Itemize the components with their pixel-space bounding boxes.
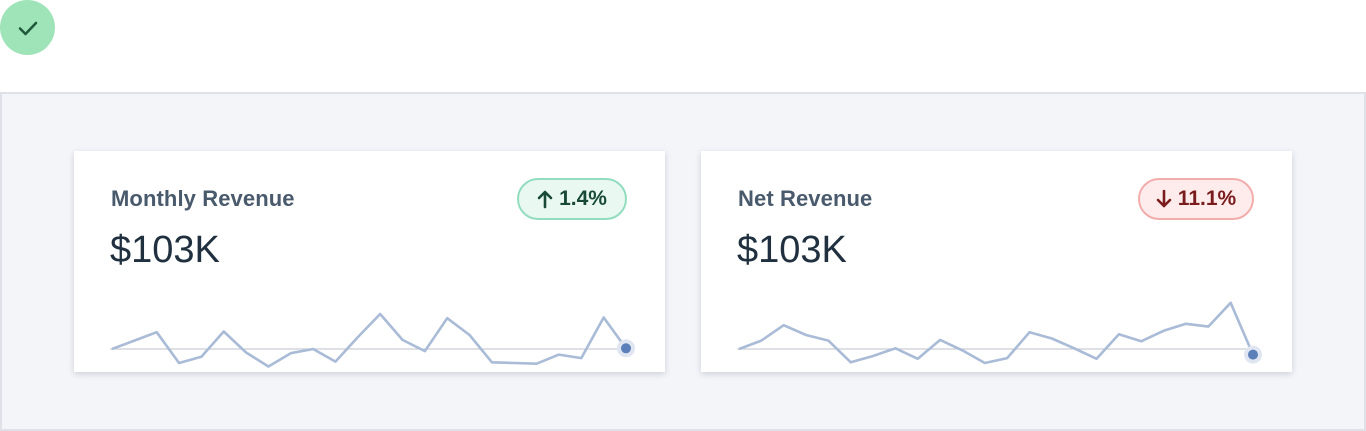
sparkline-series [111,312,628,368]
sparkline-chart [110,312,635,368]
net-revenue-card: Net Revenue $103K 11.1% [701,151,1292,372]
delta-badge: 11.1% [1138,178,1254,220]
delta-text: 11.1% [1177,187,1237,210]
card-title: Net Revenue [738,186,873,211]
delta-badge: 1.4% [517,178,627,220]
arrow-down-icon [1156,189,1172,208]
delta-text: 1.4% [559,187,607,210]
checkmark-icon [18,21,37,35]
last-point-marker [621,343,631,354]
sparkline-series [738,301,1255,365]
monthly-revenue-card: Monthly Revenue $103K 1.4% [74,151,665,372]
card-value: $103K [110,229,220,271]
sparkline-chart [737,301,1262,365]
card-title: Monthly Revenue [111,186,295,211]
last-point-marker [1248,349,1258,360]
card-value: $103K [737,229,847,271]
success-status-indicator [0,0,55,55]
arrow-up-icon [537,190,553,209]
